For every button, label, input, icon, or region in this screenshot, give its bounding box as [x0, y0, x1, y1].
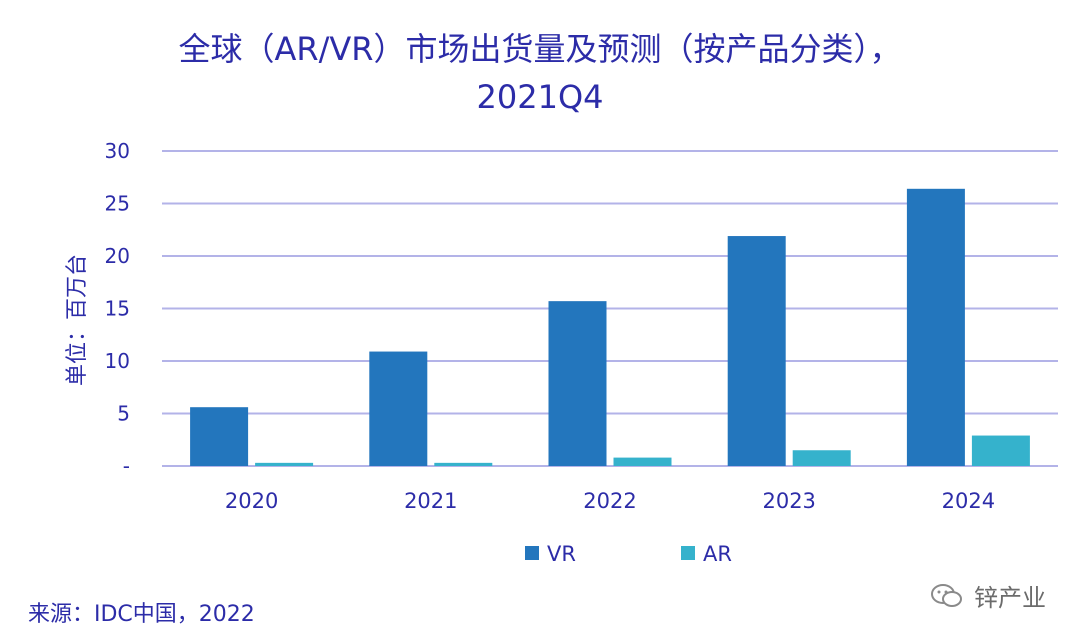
legend-swatch-vr [525, 546, 539, 560]
bar-vr-2023 [727, 236, 786, 466]
bar-ar-2020 [255, 462, 314, 466]
legend: VR AR [525, 542, 732, 566]
bar-vr-2022 [548, 301, 607, 466]
y-tick-label: 15 [105, 297, 130, 321]
x-tick-labels: 2020 2021 2022 2023 2024 [225, 489, 995, 513]
bars [190, 188, 1030, 467]
y-tick-label: 20 [105, 244, 130, 268]
chart-title: 全球（AR/VR）市场出货量及预测（按产品分类）， [178, 30, 902, 68]
bar-vr-2021 [369, 351, 428, 466]
x-tick-label: 2024 [942, 489, 995, 513]
x-tick-label: 2023 [762, 489, 815, 513]
bar-ar-2021 [434, 462, 493, 466]
bar-ar-2023 [792, 450, 851, 466]
y-tick-labels: - 5 10 15 20 25 30 [105, 139, 130, 478]
x-tick-label: 2022 [583, 489, 636, 513]
wechat-icon [931, 583, 962, 607]
legend-label-vr: VR [547, 542, 576, 566]
bar-ar-2022 [613, 457, 672, 466]
source-note: 来源：IDC中国，2022 [28, 602, 255, 627]
x-tick-label: 2021 [404, 489, 457, 513]
legend-swatch-ar [681, 546, 695, 560]
watermark-text: 锌产业 [974, 584, 1046, 612]
x-tick-label: 2020 [225, 489, 278, 513]
bar-vr-2020 [190, 407, 249, 466]
y-tick-label: 30 [105, 139, 130, 163]
legend-label-ar: AR [703, 542, 732, 566]
y-tick-label: 5 [117, 402, 130, 426]
bar-ar-2024 [971, 435, 1030, 466]
y-tick-label: 25 [105, 192, 130, 216]
y-axis-label: 单位：百万台 [65, 254, 90, 386]
y-tick-label: 10 [105, 349, 130, 373]
chart-subtitle: 2021Q4 [476, 78, 604, 116]
y-tick-label: - [123, 454, 130, 478]
bar-vr-2024 [906, 188, 965, 467]
watermark: 锌产业 [930, 578, 1046, 613]
